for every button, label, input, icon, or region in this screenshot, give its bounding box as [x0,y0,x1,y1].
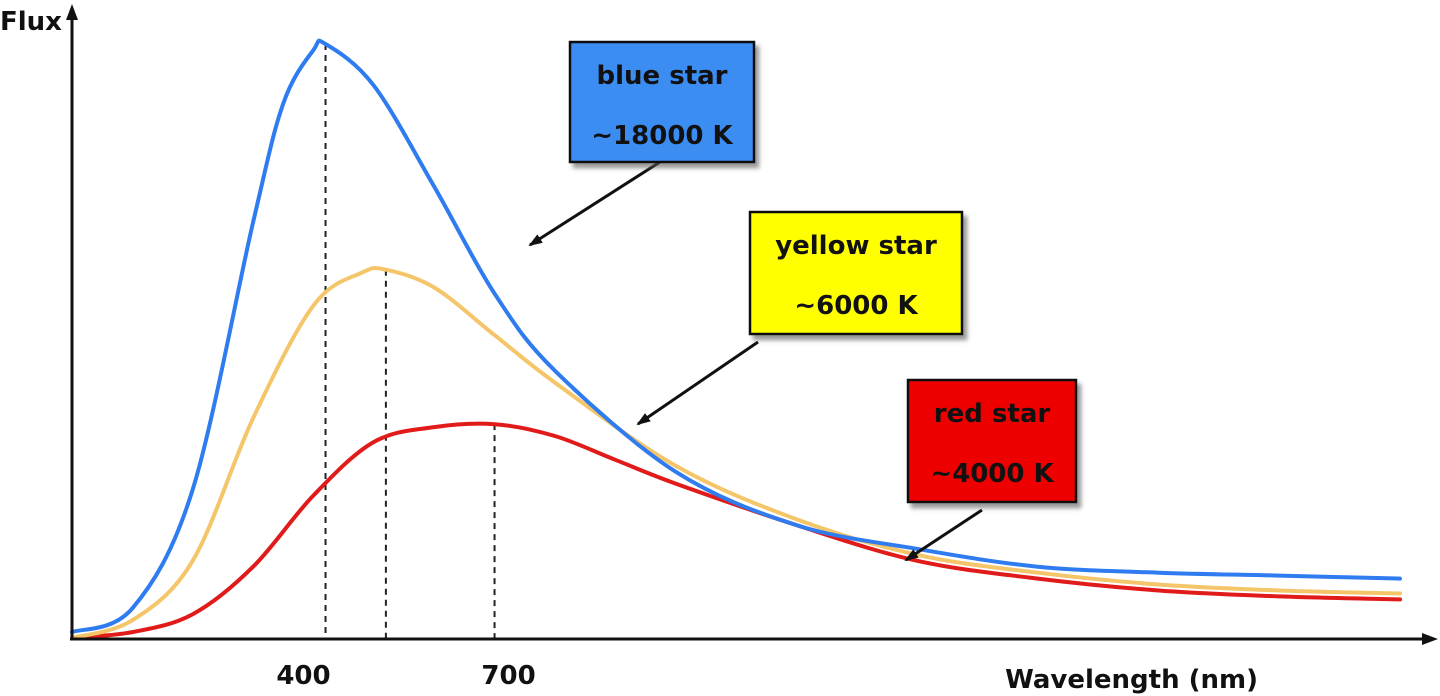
yellow-star-annotation: yellow star ~6000 K [636,210,964,426]
blue-star-label-box [568,40,756,164]
yellow-star-curve [70,265,1402,640]
red-star-annotation: red star ~4000 K [904,378,1078,562]
blue-star-name-label: blue star [597,61,728,91]
x-tick-label-700: 700 [481,661,535,691]
blue-star-annotation: blue star ~18000 K [528,40,756,247]
x-axis-label: Wavelength (nm) [1005,665,1258,695]
peak-lines [324,44,496,638]
y-axis-label: Flux [0,7,62,37]
x-tick-labels: 400 700 [276,661,535,691]
red-star-name-label: red star [934,399,1051,429]
axes [66,4,1438,645]
yellow-star-name-label: yellow star [775,231,937,261]
blue-star-curve [70,38,1402,635]
yellow-star-pointer-arrow [636,340,759,426]
red-star-curve [70,421,1402,640]
red-star-pointer-arrow [904,508,983,562]
blue-star-temperature-label: ~18000 K [591,121,733,151]
red-star-label-box [906,378,1078,504]
y-axis-arrow [66,4,78,20]
blue-star-pointer-arrow [528,160,661,247]
yellow-star-label-box [748,210,964,336]
annotations: blue star ~18000 K yellow star ~6000 K red s… [528,40,1078,562]
yellow-star-temperature-label: ~6000 K [794,291,918,321]
red-star-temperature-label: ~4000 K [930,459,1054,489]
x-tick-label-400: 400 [276,661,330,691]
curves [70,38,1402,640]
x-axis-arrow [1422,633,1438,645]
